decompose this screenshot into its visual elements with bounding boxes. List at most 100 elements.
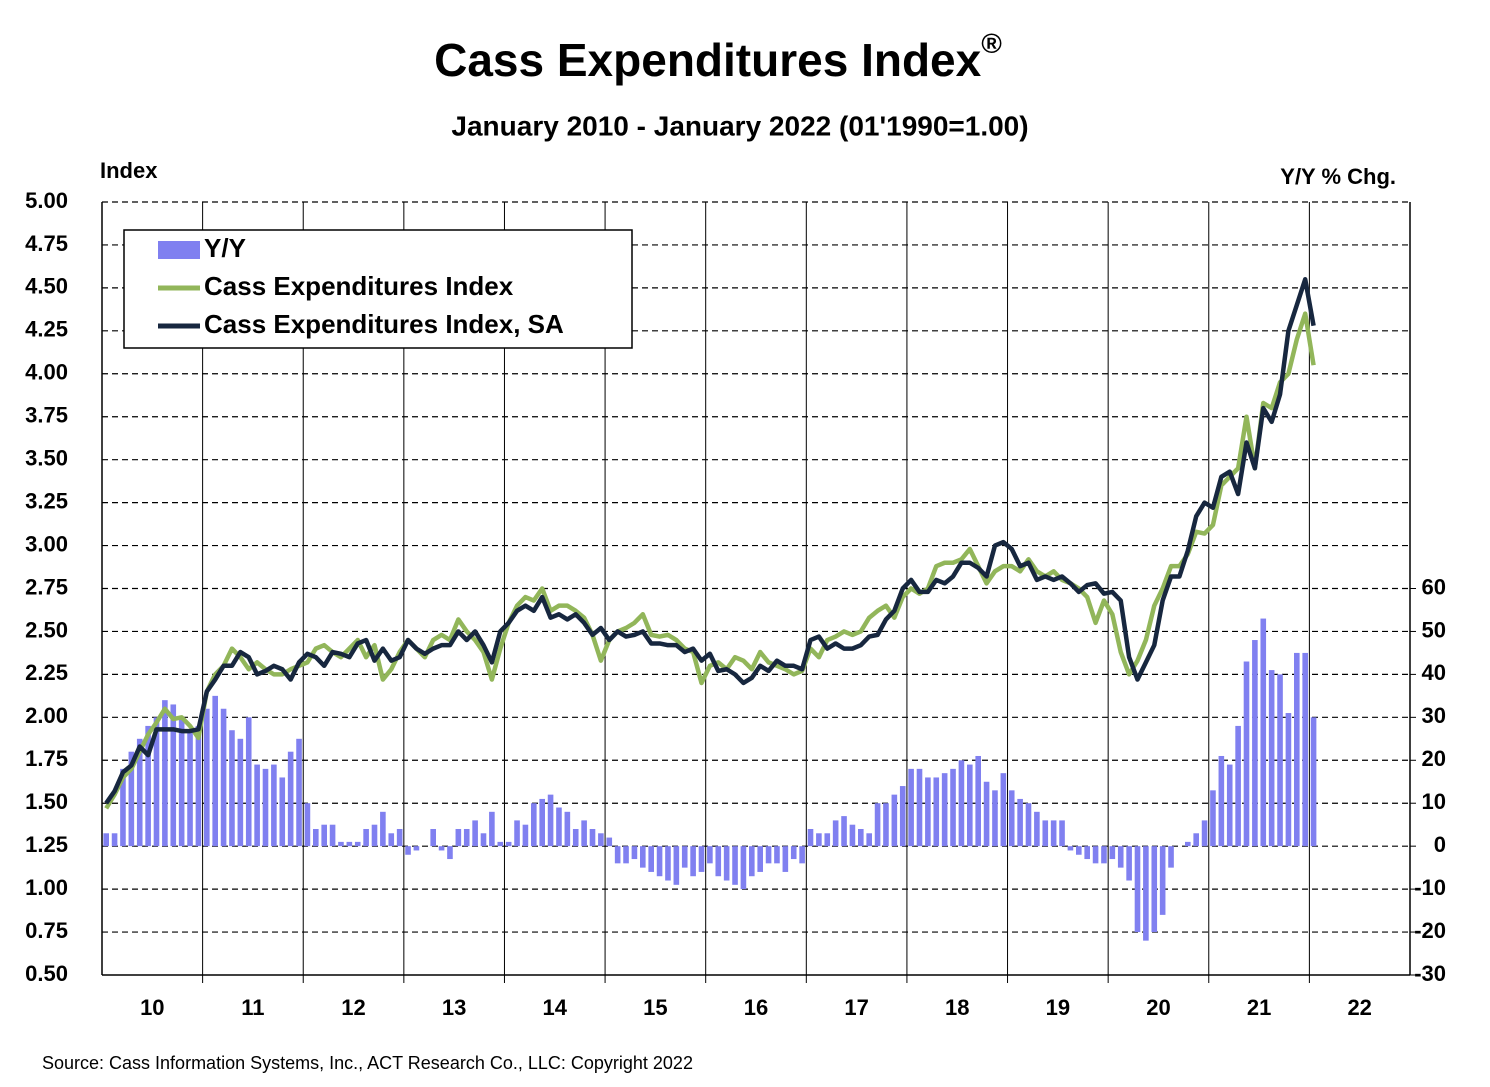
- bar: [170, 704, 177, 847]
- bar: [1042, 820, 1049, 847]
- bar: [531, 803, 537, 847]
- y2-tick-label: -30: [1414, 961, 1446, 986]
- bar: [614, 846, 621, 864]
- y2-tick-label: 60: [1422, 574, 1446, 599]
- bar: [807, 828, 814, 847]
- bar: [237, 738, 244, 847]
- bar: [313, 828, 319, 847]
- bar: [1067, 846, 1074, 851]
- bar: [648, 846, 654, 872]
- bar: [975, 755, 981, 847]
- bar: [514, 820, 520, 847]
- y2-tick-label: 0: [1434, 832, 1446, 857]
- y-tick-label: 3.50: [25, 445, 68, 470]
- bar: [447, 846, 453, 860]
- bar: [1235, 725, 1241, 847]
- y-tick-label: 4.50: [25, 274, 68, 299]
- bar: [430, 828, 436, 847]
- bar: [858, 828, 864, 847]
- x-tick-label: 19: [1046, 995, 1070, 1020]
- x-tick-label: 12: [341, 995, 365, 1020]
- y-tick-label: 3.25: [25, 488, 68, 513]
- bar: [681, 846, 688, 868]
- bar: [1050, 820, 1057, 847]
- bar: [774, 846, 780, 864]
- y2-tick-label: 50: [1422, 617, 1446, 642]
- bar: [891, 794, 898, 847]
- bar: [849, 824, 856, 847]
- bar: [1101, 846, 1107, 864]
- bar: [665, 846, 671, 881]
- y2-tick-label: 40: [1422, 660, 1446, 685]
- source-note: Source: Cass Information Systems, Inc., …: [42, 1053, 693, 1073]
- legend-label: Y/Y: [204, 233, 246, 263]
- y-tick-label: 4.25: [25, 317, 68, 342]
- bar: [916, 768, 923, 847]
- bar: [271, 764, 277, 847]
- bar: [262, 768, 269, 847]
- bar: [757, 846, 763, 872]
- x-tick-label: 11: [241, 995, 264, 1020]
- bar: [522, 824, 529, 847]
- bar: [925, 777, 931, 847]
- bar: [405, 846, 411, 855]
- bar: [455, 828, 462, 847]
- bar: [329, 824, 336, 847]
- bar: [380, 811, 386, 847]
- x-tick-label: 15: [643, 995, 667, 1020]
- bar: [463, 828, 470, 847]
- y-tick-label: 4.75: [25, 231, 68, 256]
- bar: [1193, 833, 1199, 847]
- bar: [723, 846, 730, 881]
- legend-swatch: [158, 241, 200, 259]
- bar: [832, 820, 839, 847]
- title-text: Cass Expenditures Index: [434, 34, 981, 86]
- bar: [1302, 652, 1308, 847]
- bar: [698, 846, 705, 872]
- bar: [1134, 846, 1141, 933]
- bar: [1277, 674, 1283, 847]
- x-tick-label: 21: [1247, 995, 1271, 1020]
- y-tick-label: 1.50: [25, 789, 68, 814]
- bar: [732, 846, 738, 885]
- bar: [950, 768, 956, 847]
- bar: [1201, 820, 1208, 847]
- y-tick-label: 1.25: [25, 832, 68, 857]
- bar: [1159, 846, 1166, 915]
- bar: [120, 768, 126, 847]
- bar: [489, 811, 495, 847]
- bar: [715, 846, 722, 877]
- bar: [1243, 661, 1250, 847]
- bar: [824, 833, 831, 847]
- bar: [363, 828, 369, 847]
- bar: [1168, 846, 1174, 868]
- bar: [354, 841, 361, 847]
- bar: [396, 828, 403, 847]
- y-tick-label: 2.50: [25, 617, 68, 642]
- bar: [581, 820, 587, 847]
- bar: [1310, 717, 1317, 847]
- bar: [866, 833, 872, 847]
- x-tick-label: 16: [744, 995, 768, 1020]
- bar: [153, 717, 160, 847]
- bar: [883, 803, 889, 847]
- bar: [162, 700, 168, 847]
- bar: [1059, 820, 1065, 847]
- bar: [136, 738, 143, 847]
- bar: [1268, 670, 1275, 847]
- chart-title: Cass Expenditures Index®: [434, 28, 1002, 86]
- bar: [212, 695, 218, 847]
- bar: [254, 764, 260, 847]
- bar: [673, 846, 680, 885]
- bar: [279, 777, 286, 847]
- bar: [304, 803, 311, 847]
- bar: [1034, 811, 1040, 847]
- y-tick-label: 1.75: [25, 746, 68, 771]
- y-tick-label: 3.75: [25, 403, 68, 428]
- legend-label: Cass Expenditures Index, SA: [204, 309, 564, 339]
- bar: [816, 833, 822, 847]
- x-tick-label: 10: [140, 995, 164, 1020]
- bar: [1025, 803, 1032, 847]
- bar: [1260, 618, 1267, 847]
- x-tick-label: 14: [543, 995, 568, 1020]
